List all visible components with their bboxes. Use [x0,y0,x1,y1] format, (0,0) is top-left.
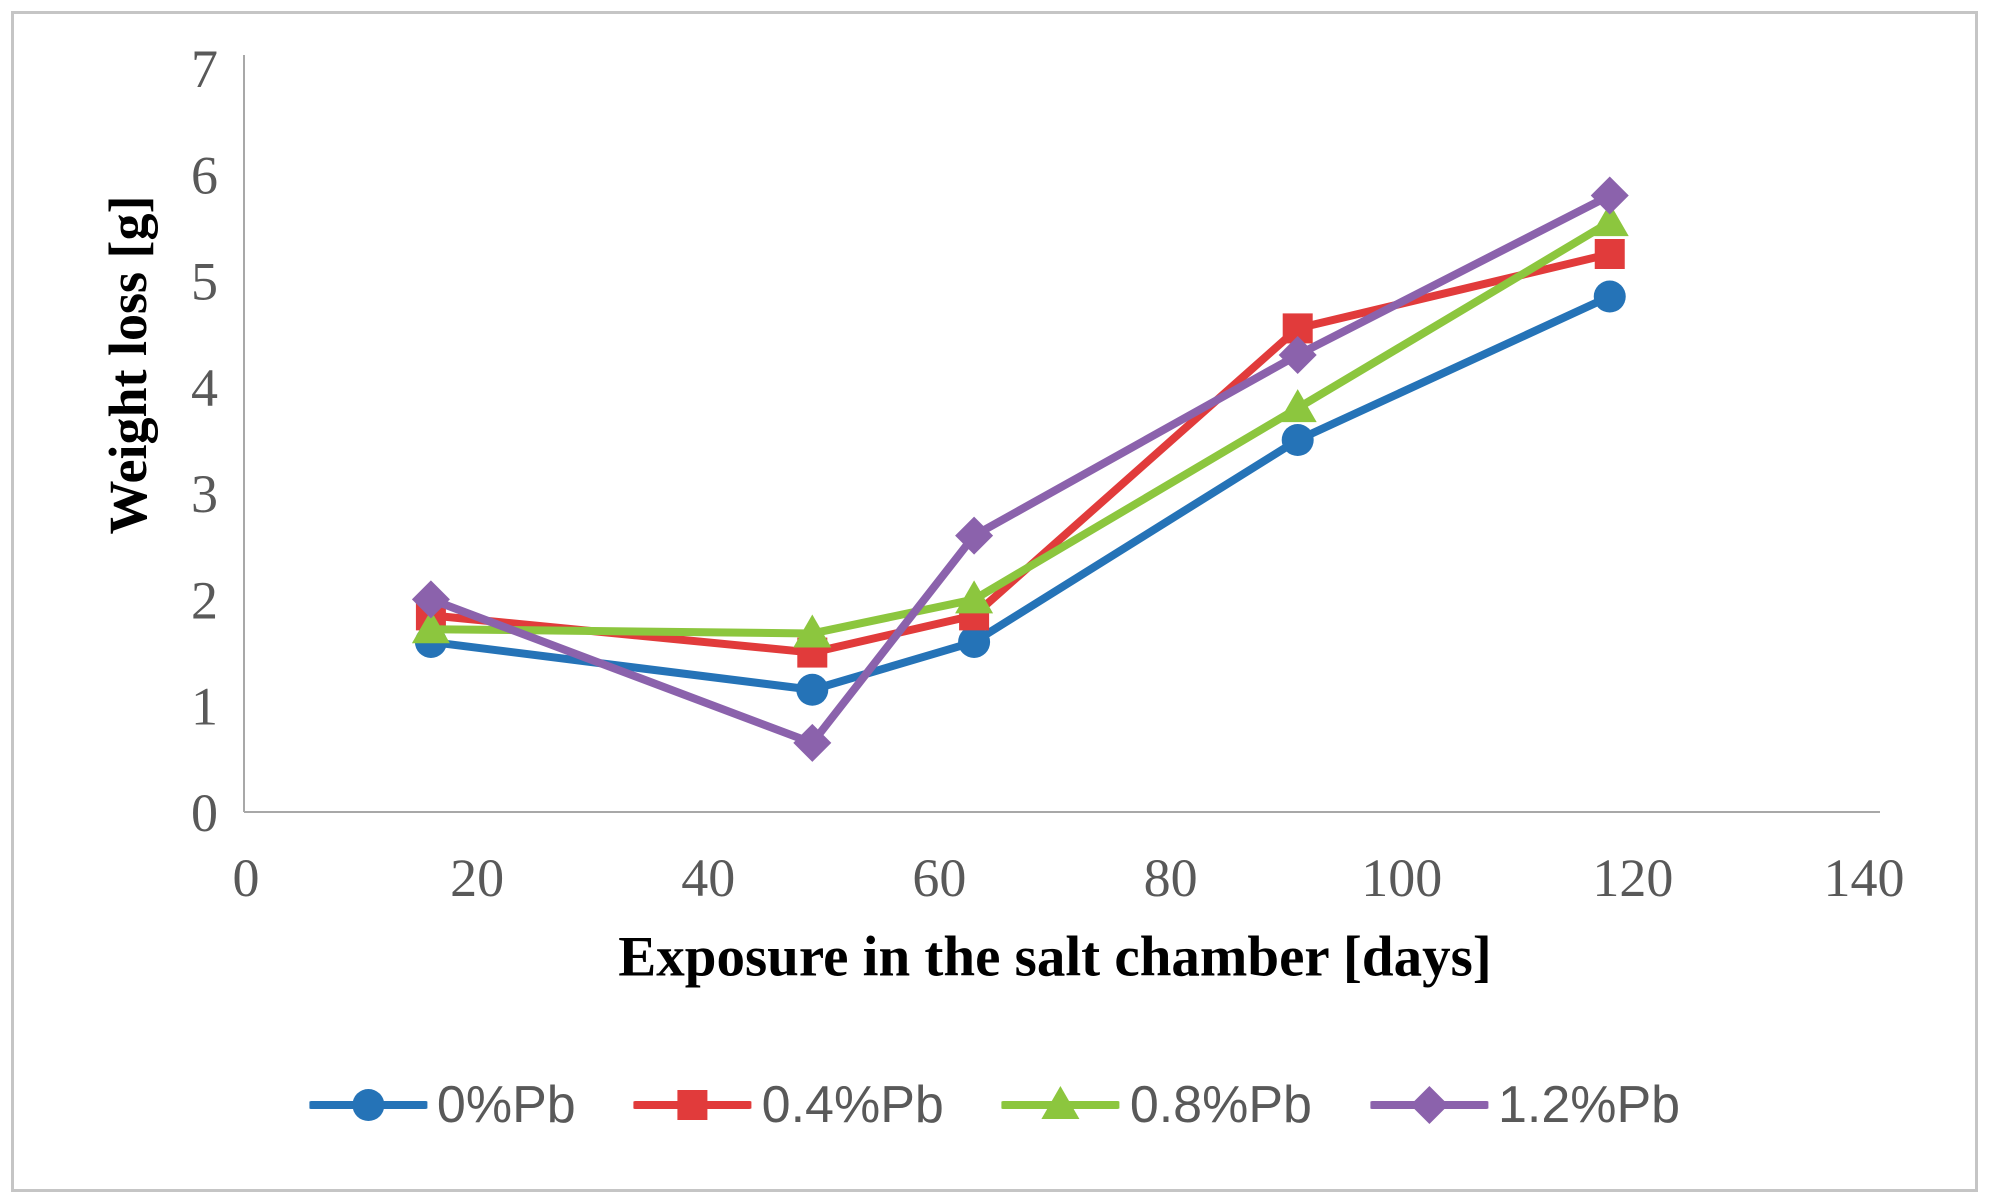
legend-label: 1.2%Pb [1497,1076,1681,1134]
data-point-0%Pb [1281,424,1314,456]
y-tick-label: 3 [191,464,218,524]
data-point-0.8%Pb [1590,203,1629,237]
data-point-1.2%Pb [411,580,450,619]
legend-item-0.8%Pb: 0.8%Pb [1001,1075,1312,1135]
data-point-1.2%Pb [1278,335,1317,374]
x-tick-label: 100 [1361,848,1442,908]
legend-item-0%Pb: 0%Pb [308,1075,576,1135]
legend-marker-shape [351,1089,384,1121]
x-tick-label: 60 [912,848,966,908]
legend-marker-diamond-icon [1369,1086,1488,1124]
x-tick-label: 40 [681,848,735,908]
y-tick-label: 6 [191,145,218,205]
legend-item-0.4%Pb: 0.4%Pb [633,1075,944,1135]
data-point-0.8%Pb [411,610,450,644]
x-tick-label: 80 [1144,848,1198,908]
legend-marker-triangle-icon [1001,1086,1120,1119]
data-point-1.2%Pb [955,516,994,555]
legend-marker-shape [1409,1086,1448,1124]
data-point-0.8%Pb [1278,389,1317,423]
data-point-1.2%Pb [793,723,832,762]
data-point-1.2%Pb [1590,176,1629,215]
x-tick-label: 120 [1592,848,1673,908]
y-tick-label: 5 [191,252,218,312]
y-tick-label: 1 [191,677,218,737]
x-axis-title: Exposure in the salt chamber [days] [618,925,1492,989]
data-point-0.4%Pb [1594,239,1625,269]
y-axis-title: Weight loss [g] [98,195,158,535]
data-point-0%Pb [1593,280,1626,313]
legend: 0%Pb 0.4%Pb 0.8%Pb 1.2%Pb [308,1075,1681,1135]
y-tick-label: 7 [191,39,218,99]
data-point-0%Pb [796,673,829,706]
y-tick-label: 2 [191,570,218,630]
legend-label: 0%Pb [436,1076,576,1134]
legend-item-1.2%Pb: 1.2%Pb [1369,1075,1681,1135]
y-tick-label: 0 [191,783,218,843]
legend-marker-shape [677,1090,708,1120]
legend-marker-circle-icon [308,1089,427,1121]
legend-marker-square-icon [633,1090,752,1120]
data-point-0.8%Pb [955,580,994,614]
legend-label: 0.8%Pb [1129,1076,1312,1134]
series-line-0.4%Pb [426,250,1614,657]
y-tick-label: 4 [191,358,218,418]
data-point-0.8%Pb [793,614,832,648]
data-point-0%Pb [958,625,991,658]
legend-label: 0.4%Pb [761,1076,944,1134]
x-tick-label: 20 [450,848,504,908]
x-tick-label: 0 [233,848,260,908]
legend-marker-shape [1041,1086,1080,1119]
x-tick-label: 140 [1824,848,1905,908]
